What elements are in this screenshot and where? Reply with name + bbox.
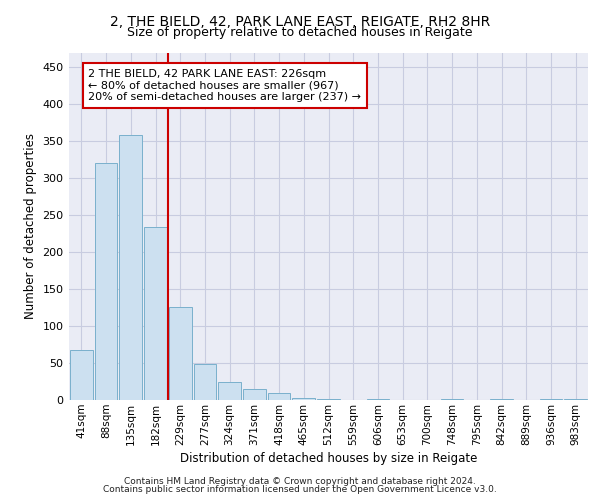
Bar: [119, 136, 142, 400]
Text: 2 THE BIELD, 42 PARK LANE EAST: 226sqm
← 80% of detached houses are smaller (967: 2 THE BIELD, 42 PARK LANE EAST: 226sqm ←…: [88, 69, 361, 102]
Text: Size of property relative to detached houses in Reigate: Size of property relative to detached ho…: [127, 26, 473, 39]
Y-axis label: Number of detached properties: Number of detached properties: [24, 133, 37, 320]
Bar: [95, 162, 118, 400]
Bar: [169, 307, 191, 400]
Bar: [292, 398, 315, 400]
Bar: [490, 398, 513, 400]
Bar: [243, 389, 266, 400]
Bar: [218, 382, 241, 400]
Bar: [144, 227, 167, 400]
Bar: [194, 364, 216, 400]
X-axis label: Distribution of detached houses by size in Reigate: Distribution of detached houses by size …: [180, 452, 477, 465]
Text: Contains public sector information licensed under the Open Government Licence v3: Contains public sector information licen…: [103, 485, 497, 494]
Bar: [441, 398, 463, 400]
Text: Contains HM Land Registry data © Crown copyright and database right 2024.: Contains HM Land Registry data © Crown c…: [124, 477, 476, 486]
Bar: [268, 394, 290, 400]
Bar: [70, 350, 93, 400]
Bar: [367, 398, 389, 400]
Text: 2, THE BIELD, 42, PARK LANE EAST, REIGATE, RH2 8HR: 2, THE BIELD, 42, PARK LANE EAST, REIGAT…: [110, 15, 490, 29]
